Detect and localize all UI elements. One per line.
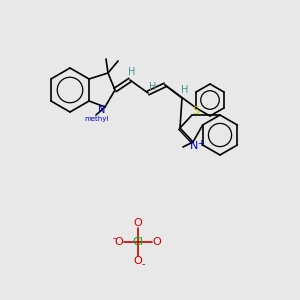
Text: N: N [190,141,198,151]
Text: -: - [112,233,116,243]
Text: Cl: Cl [133,237,143,247]
Text: N: N [98,105,106,115]
Text: H: H [149,82,157,92]
Text: H: H [181,85,189,95]
Text: O: O [134,218,142,228]
Text: +: + [198,140,204,148]
Text: O: O [153,237,161,247]
Text: methyl: methyl [85,116,109,122]
Text: H: H [128,67,136,77]
Text: -: - [141,259,145,269]
Text: S: S [192,106,200,116]
Text: O: O [134,256,142,266]
Text: O: O [115,237,123,247]
